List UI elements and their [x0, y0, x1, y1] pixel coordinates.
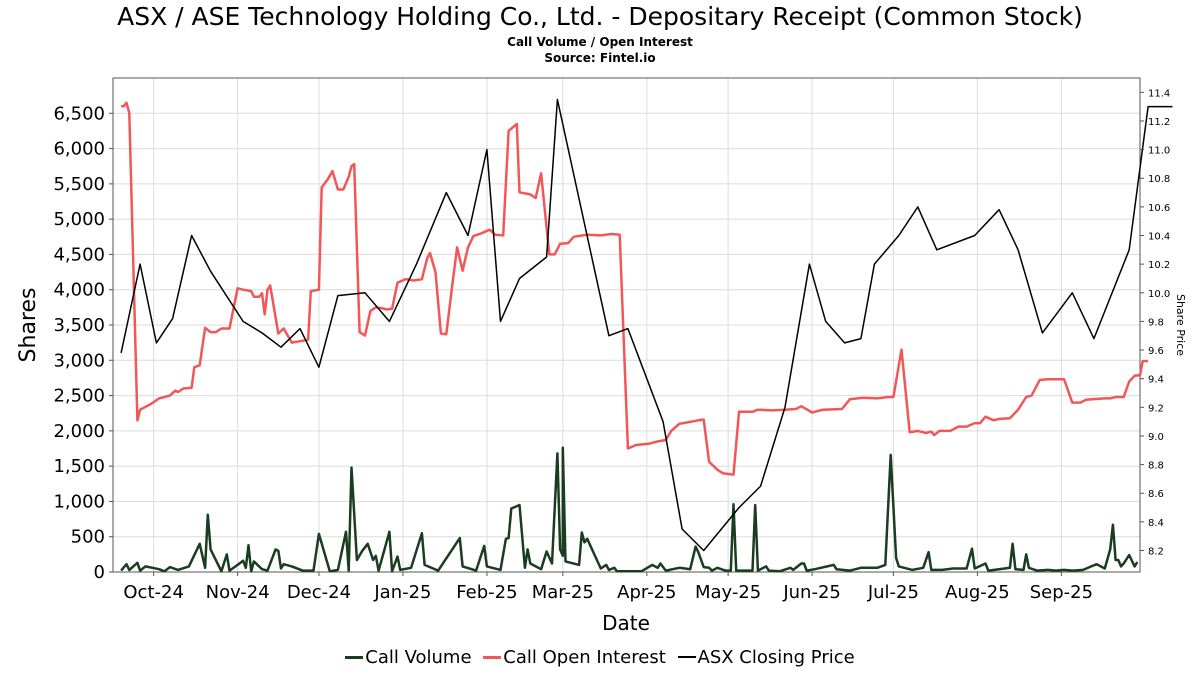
x-tick-label: Feb-25: [456, 582, 517, 603]
y2-tick-label: 10.0: [1148, 289, 1170, 300]
x-tick-label: May-25: [695, 582, 761, 603]
y-tick-label: 3,500: [53, 315, 105, 336]
legend: Call Volume Call Open Interest ASX Closi…: [0, 646, 1200, 670]
y-tick-label: 6,500: [53, 103, 105, 124]
y-tick-label: 5,000: [53, 209, 105, 230]
y-tick-label: 500: [71, 527, 105, 548]
y-tick-label: 5,500: [53, 174, 105, 195]
grid-layer: [113, 78, 1140, 573]
x-tick-label: Jan-25: [373, 582, 431, 603]
y2-tick-label: 10.8: [1148, 174, 1170, 185]
y2-tick-label: 9.2: [1148, 403, 1164, 414]
y2-tick-label: 8.4: [1148, 518, 1164, 529]
series-layer: [120, 98, 1173, 573]
series-line-call-volume: [120, 446, 1139, 573]
y-tick-label: 6,000: [53, 139, 105, 160]
y2-tick-label: 9.6: [1148, 346, 1164, 357]
x-tick-label: Oct-24: [123, 582, 184, 603]
x-tick-label: Nov-24: [206, 582, 270, 603]
y2-tick-label: 11.0: [1148, 146, 1170, 157]
y2-axis-label: Share Price: [1174, 294, 1187, 356]
chart-title: ASX / ASE Technology Holding Co., Ltd. -…: [117, 2, 1083, 31]
series-line-call-open-interest: [121, 101, 1149, 476]
axes-layer: 0 500 1,000 1,500 2,000 2,500 3,000 3,500 4,000 4…: [53, 88, 1170, 603]
y2-tick-label: 9.0: [1148, 432, 1164, 443]
y2-tick-label: 8.2: [1148, 547, 1164, 558]
x-tick-label: Sep-25: [1030, 582, 1093, 603]
x-axis-label: Date: [602, 611, 650, 635]
x-tick-label: Jul-25: [867, 582, 919, 603]
y-tick-label: 1,000: [53, 491, 105, 512]
legend-swatch-closing-price: [677, 656, 696, 658]
legend-label-call-open-interest: Call Open Interest: [503, 647, 666, 668]
legend-item-closing-price: ASX Closing Price: [677, 646, 855, 670]
y-axis-label: Shares: [16, 288, 41, 363]
y-tick-label: 4,000: [53, 280, 105, 301]
y2-tick-label: 10.6: [1148, 203, 1170, 214]
x-tick-label: Aug-25: [945, 582, 1010, 603]
y2-tick-label: 11.4: [1148, 88, 1170, 99]
y2-tick-label: 10.4: [1148, 232, 1170, 243]
x-tick-label: Jun-25: [782, 582, 841, 603]
y-tick-label: 1,500: [53, 456, 105, 477]
y2-tick-label: 10.2: [1148, 260, 1170, 271]
legend-swatch-call-open-interest: [483, 655, 502, 659]
x-tick-label: Dec-24: [287, 582, 351, 603]
y2-tick-label: 9.4: [1148, 375, 1164, 386]
y-tick-label: 4,500: [53, 244, 105, 265]
legend-item-call-open-interest: Call Open Interest: [483, 646, 666, 670]
x-tick-label: Apr-25: [617, 582, 676, 603]
y2-tick-label: 8.8: [1148, 461, 1164, 472]
legend-label-call-volume: Call Volume: [365, 647, 472, 668]
legend-label-closing-price: ASX Closing Price: [697, 647, 855, 668]
y-tick-label: 0: [94, 562, 105, 583]
chart-source: Source: Fintel.io: [544, 51, 656, 65]
y2-tick-label: 9.8: [1148, 317, 1164, 328]
legend-swatch-call-volume: [345, 655, 364, 659]
chart-subtitle: Call Volume / Open Interest: [507, 35, 693, 49]
x-tick-label: Mar-25: [532, 582, 594, 603]
y-tick-label: 2,000: [53, 421, 105, 442]
y2-tick-label: 11.2: [1148, 117, 1170, 128]
y-tick-label: 2,500: [53, 386, 105, 407]
y2-tick-label: 8.6: [1148, 489, 1164, 500]
legend-item-call-volume: Call Volume: [345, 646, 472, 670]
y-tick-label: 3,000: [53, 350, 105, 371]
series-line-asx-closing-price: [120, 98, 1173, 552]
